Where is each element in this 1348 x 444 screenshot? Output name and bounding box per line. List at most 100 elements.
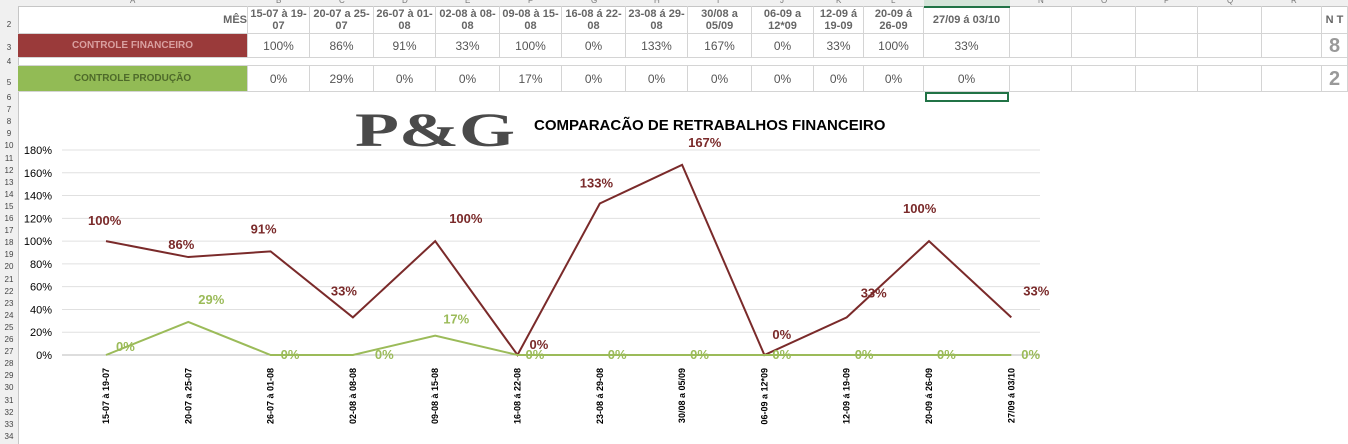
empty-cell[interactable]: [1010, 34, 1072, 58]
month-header-cell[interactable]: MÊS: [18, 6, 248, 34]
series-financeiro-line[interactable]: [105, 163, 1012, 357]
row-number-19[interactable]: 19: [4, 250, 14, 260]
prod-value-cell[interactable]: 29%: [310, 66, 374, 92]
column-letter-p[interactable]: P: [1164, 0, 1170, 5]
row-number-9[interactable]: 9: [6, 129, 12, 139]
column-letter-h[interactable]: H: [654, 0, 660, 5]
empty-cell[interactable]: [1262, 66, 1322, 92]
row-number-15[interactable]: 15: [4, 201, 14, 211]
empty-cell[interactable]: [1198, 66, 1262, 92]
row-number-30[interactable]: 30: [4, 383, 14, 393]
row-number-32[interactable]: 32: [4, 407, 14, 417]
period-header-10[interactable]: 20-09 á 26-09: [864, 6, 924, 34]
fin-value-cell[interactable]: 33%: [814, 34, 864, 58]
prod-value-cell[interactable]: 0%: [688, 66, 752, 92]
row-number-2[interactable]: 2: [6, 20, 12, 29]
column-letter-i[interactable]: I: [717, 0, 720, 5]
row-number-21[interactable]: 21: [4, 274, 14, 284]
period-header-4[interactable]: 09-08 à 15-08: [500, 6, 562, 34]
period-header-9[interactable]: 12-09 á 19-09: [814, 6, 864, 34]
column-letter-d[interactable]: D: [402, 0, 408, 5]
fin-value-cell[interactable]: 33%: [436, 34, 500, 58]
row-number-5[interactable]: 5: [6, 78, 12, 87]
row-number-16[interactable]: 16: [4, 214, 14, 223]
row-number-7[interactable]: 7: [6, 105, 12, 115]
fin-value-cell[interactable]: 0%: [752, 34, 814, 58]
row-number-4[interactable]: 4: [6, 57, 12, 66]
period-header-11[interactable]: 27/09 á 03/10: [924, 6, 1010, 34]
fin-value-cell[interactable]: 100%: [864, 34, 924, 58]
column-letter-g[interactable]: G: [591, 0, 598, 5]
row-number-33[interactable]: 33: [4, 419, 14, 429]
period-header-5[interactable]: 16-08 á 22-08: [562, 6, 626, 34]
period-header-2[interactable]: 26-07 à 01-08: [374, 6, 436, 34]
row-number-20[interactable]: 20: [4, 262, 14, 272]
prod-value-cell[interactable]: 0%: [814, 66, 864, 92]
empty-cell[interactable]: [1072, 6, 1136, 34]
row-number-24[interactable]: 24: [4, 310, 14, 320]
series-producao-line[interactable]: [105, 320, 1012, 356]
row-number-25[interactable]: 25: [4, 322, 14, 332]
period-header-7[interactable]: 30/08 a 05/09: [688, 6, 752, 34]
empty-cell[interactable]: [1198, 6, 1262, 34]
row-number-27[interactable]: 27: [4, 347, 14, 357]
empty-cell[interactable]: [1072, 34, 1136, 58]
row-number-23[interactable]: 23: [4, 298, 14, 308]
column-letter-b[interactable]: B: [276, 0, 282, 5]
empty-cell[interactable]: [1072, 66, 1136, 92]
empty-cell[interactable]: [1262, 6, 1322, 34]
column-letter-j[interactable]: J: [780, 0, 784, 5]
empty-cell[interactable]: [1198, 34, 1262, 58]
column-letter-f[interactable]: F: [528, 0, 533, 5]
row-number-22[interactable]: 22: [4, 286, 14, 296]
fin-value-cell[interactable]: 91%: [374, 34, 436, 58]
row-number-13[interactable]: 13: [4, 177, 14, 187]
prod-value-cell[interactable]: 17%: [500, 66, 562, 92]
period-header-6[interactable]: 23-08 á 29-08: [626, 6, 688, 34]
row-number-14[interactable]: 14: [4, 189, 14, 199]
row-number-18[interactable]: 18: [4, 238, 14, 248]
column-letter-a[interactable]: A: [130, 0, 136, 5]
row-number-10[interactable]: 10: [4, 141, 14, 151]
selected-cell[interactable]: [925, 92, 1009, 102]
fin-value-cell[interactable]: 33%: [924, 34, 1010, 58]
period-header-1[interactable]: 20-07 a 25-07: [310, 6, 374, 34]
prod-value-cell[interactable]: 0%: [248, 66, 310, 92]
empty-cell[interactable]: [1010, 66, 1072, 92]
row-number-34[interactable]: 34: [4, 431, 14, 441]
row-number-6[interactable]: 6: [6, 93, 12, 102]
column-letter-q[interactable]: Q: [1227, 0, 1234, 5]
period-header-3[interactable]: 02-08 à 08-08: [436, 6, 500, 34]
column-letter-o[interactable]: O: [1101, 0, 1108, 5]
column-letter-l[interactable]: L: [891, 0, 896, 5]
row-number-28[interactable]: 28: [4, 359, 14, 369]
empty-cell[interactable]: [1010, 6, 1072, 34]
prod-value-cell[interactable]: 0%: [864, 66, 924, 92]
fin-value-cell[interactable]: 100%: [248, 34, 310, 58]
empty-cell[interactable]: [1136, 66, 1198, 92]
fin-value-cell[interactable]: 100%: [500, 34, 562, 58]
row-number-12[interactable]: 12: [4, 165, 14, 175]
row-number-31[interactable]: 31: [4, 395, 14, 405]
fin-value-cell[interactable]: 133%: [626, 34, 688, 58]
fin-value-cell[interactable]: 0%: [562, 34, 626, 58]
period-header-8[interactable]: 06-09 a 12*09: [752, 6, 814, 34]
column-letter-n[interactable]: N: [1038, 0, 1044, 5]
prod-value-cell[interactable]: 0%: [752, 66, 814, 92]
row-number-29[interactable]: 29: [4, 371, 14, 381]
row-number-26[interactable]: 26: [4, 335, 14, 344]
fin-value-cell[interactable]: 86%: [310, 34, 374, 58]
column-letter-c[interactable]: C: [339, 0, 345, 5]
empty-cell[interactable]: [1136, 6, 1198, 34]
controle-producao-label[interactable]: CONTROLE PRODUÇÃO: [18, 66, 248, 92]
empty-cell[interactable]: [1262, 34, 1322, 58]
row-number-8[interactable]: 8: [6, 117, 12, 127]
prod-value-cell[interactable]: 0%: [374, 66, 436, 92]
prod-value-cell[interactable]: 0%: [626, 66, 688, 92]
period-header-0[interactable]: 15-07 à 19-07: [248, 6, 310, 34]
fin-value-cell[interactable]: 167%: [688, 34, 752, 58]
row-number-11[interactable]: 11: [4, 153, 14, 163]
prod-value-cell[interactable]: 0%: [436, 66, 500, 92]
column-letter-r[interactable]: R: [1291, 0, 1297, 5]
column-letter-e[interactable]: E: [465, 0, 471, 5]
